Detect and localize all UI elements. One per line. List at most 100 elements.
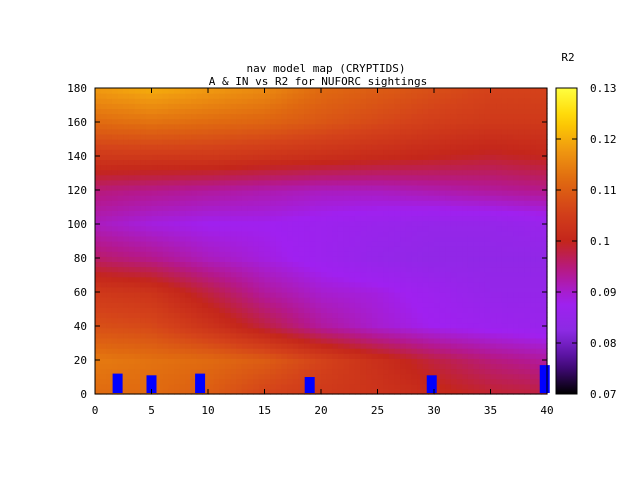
heatmap-cell [411,98,418,104]
heatmap-cell [428,108,435,115]
heatmap-cell [213,246,220,252]
heatmap-cell [292,123,299,130]
heatmap-cell [264,261,271,268]
heatmap-cell [428,159,435,166]
heatmap-cell [332,317,339,324]
heatmap-cell [411,108,418,115]
heatmap-cell [208,205,215,211]
heatmap-cell [326,343,333,349]
heatmap-cell [434,164,441,171]
heatmap-cell [287,368,294,375]
heatmap-cell [354,251,362,257]
heatmap-cell [321,103,328,109]
heatmap-cell [95,251,102,257]
heatmap-cell [422,103,429,109]
heatmap-cell [191,307,198,313]
heatmap-cell [128,297,136,303]
heatmap-cell [400,179,407,186]
heatmap-cell [157,251,164,257]
heatmap-cell [111,149,119,155]
heatmap-cell [394,103,401,109]
heatmap-cell [422,98,429,104]
heatmap-cell [174,358,181,364]
heatmap-cell [371,337,379,344]
heatmap-cell [450,128,458,135]
heatmap-cell [309,281,316,288]
heatmap-cell [535,281,542,288]
heatmap-cell [326,225,333,232]
heatmap-cell [191,383,198,390]
heatmap-cell [349,205,356,211]
heatmap-cell [462,154,469,160]
heatmap-cell [95,378,102,385]
heatmap-cell [309,271,316,278]
heatmap-cell [219,230,226,237]
heatmap-cell [417,256,424,262]
heatmap-cell [230,169,237,176]
heatmap-cell [388,363,396,370]
heatmap-cell [140,210,147,217]
heatmap-cell [270,133,277,140]
heatmap-cell [434,230,441,237]
heatmap-cell [366,368,373,375]
heatmap-cell [162,281,170,288]
heatmap-cell [162,322,170,329]
heatmap-cell [530,353,537,359]
heatmap-cell [208,144,215,150]
heatmap-cell [224,154,232,160]
heatmap-cell [366,383,373,390]
heatmap-cell [134,93,141,99]
heatmap-cell [315,184,322,191]
heatmap-cell [298,118,305,125]
heatmap-cell [467,133,475,140]
heatmap-cell [315,195,322,201]
heatmap-cell [343,123,350,130]
heatmap-cell [298,241,305,247]
heatmap-cell [321,378,328,385]
heatmap-cell [445,113,452,120]
heatmap-cell [332,261,339,268]
heatmap-cell [196,266,203,273]
colorbar-tick-label: 0.13 [590,82,617,95]
heatmap-cell [264,292,271,298]
heatmap-cell [383,251,390,257]
heatmap-cell [224,144,232,150]
heatmap-cell [287,363,294,370]
heatmap-cell [123,113,130,120]
heatmap-cell [360,200,367,206]
heatmap-cell [417,378,424,385]
heatmap-cell [270,139,277,145]
heatmap-cell [230,88,237,94]
heatmap-cell [371,118,379,125]
heatmap-cell [530,144,537,150]
heatmap-cell [270,363,277,370]
heatmap-cell [128,256,136,262]
heatmap-cell [304,343,311,349]
heatmap-cell [524,235,531,242]
heatmap-cell [168,378,175,385]
heatmap-cell [332,307,339,313]
heatmap-cell [400,373,407,380]
heatmap-cell [123,98,130,104]
heatmap-cell [434,174,441,181]
heatmap-cell [309,373,316,380]
heatmap-cell [467,332,475,339]
heatmap-cell [394,353,401,359]
heatmap-cell [247,322,254,329]
heatmap-cell [360,103,367,109]
heatmap-cell [140,144,147,150]
heatmap-cell [354,215,362,222]
heatmap-cell [535,246,542,252]
heatmap-cell [157,179,164,186]
heatmap-cell [434,312,441,319]
heatmap-cell [145,144,153,150]
heatmap-cell [445,286,452,293]
heatmap-cell [106,179,113,186]
heatmap-cell [191,174,198,181]
heatmap-cell [462,378,469,385]
heatmap-cell [208,327,215,334]
heatmap-cell [117,139,124,145]
heatmap-cell [128,113,136,120]
heatmap-cell [134,286,141,293]
heatmap-cell [462,220,469,227]
